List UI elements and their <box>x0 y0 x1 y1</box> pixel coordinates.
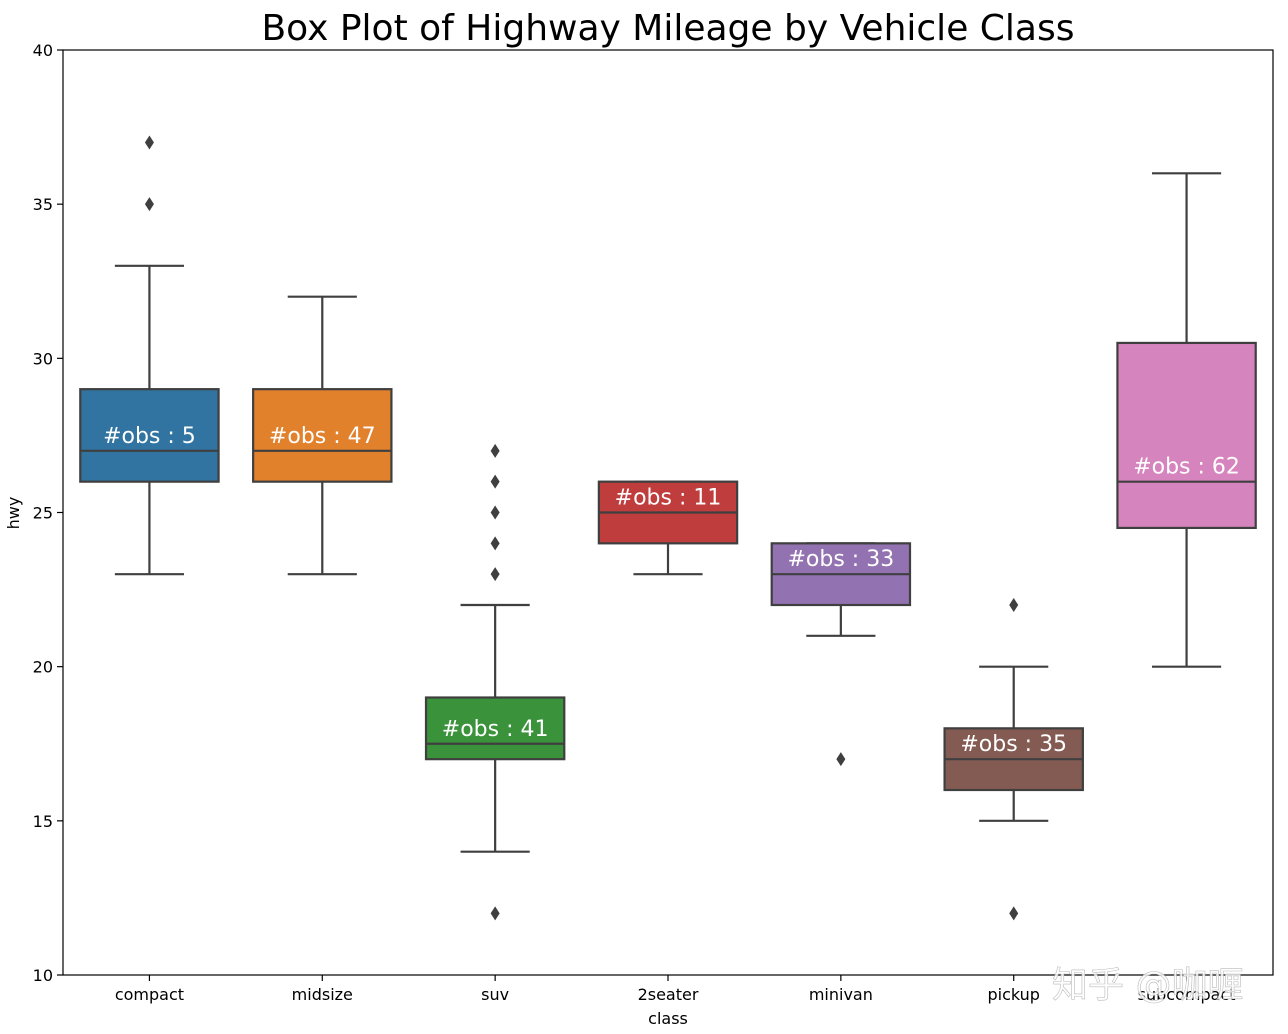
box-compact <box>79 388 220 483</box>
y-tick-label: 20 <box>33 658 53 677</box>
outlier-point <box>1009 598 1019 612</box>
y-axis-label: hwy <box>4 497 23 530</box>
x-tick-label-pickup: pickup <box>987 985 1039 1004</box>
obs-count-label: #obs : 11 <box>615 486 722 511</box>
plot-area: #obs : 5 #obs : 47 #obs : 41 #obs : 11 #obs … <box>79 135 1257 921</box>
outlier-point <box>490 443 500 458</box>
y-tick-label: 35 <box>33 195 53 214</box>
outlier-point <box>836 752 846 767</box>
x-axis-label: class <box>648 1009 688 1028</box>
watermark: 知乎 @咖喱 <box>1052 965 1243 1006</box>
box-group-pickup: #obs : 35 <box>943 598 1084 921</box>
x-tick-label-subcompact: subcompact <box>1138 985 1236 1004</box>
outlier-point <box>490 906 500 921</box>
obs-count-label: #obs : 41 <box>442 717 549 742</box>
outlier-point <box>490 536 500 551</box>
y-tick-label: 25 <box>33 504 53 523</box>
outlier-point <box>144 135 154 150</box>
y-tick-label: 40 <box>33 41 53 60</box>
outlier-point <box>1009 906 1019 921</box>
outlier-point <box>490 474 500 489</box>
outlier-point <box>490 505 500 520</box>
x-tick-label-midsize: midsize <box>292 985 353 1004</box>
chart-title: Box Plot of Highway Mileage by Vehicle C… <box>261 8 1074 49</box>
box-suv <box>424 696 566 761</box>
box-group-minivan: #obs : 33 <box>770 542 912 767</box>
box-group-compact: #obs : 5 <box>79 135 220 576</box>
outlier-point <box>490 567 500 582</box>
obs-count-label: #obs : 35 <box>960 732 1067 757</box>
x-tick-label-2seater: 2seater <box>638 985 699 1004</box>
box-group-midsize: #obs : 47 <box>252 295 393 576</box>
x-tick-label-suv: suv <box>481 985 509 1004</box>
obs-count-label: #obs : 47 <box>269 424 376 449</box>
obs-count-label: #obs : 5 <box>103 424 196 449</box>
y-tick-label: 30 <box>33 349 53 368</box>
box-midsize <box>252 388 393 483</box>
outlier-point <box>144 197 154 212</box>
x-tick-label-compact: compact <box>115 985 184 1004</box>
box-subcompact <box>1116 341 1257 530</box>
axes: 10 15 20 25 30 35 40 compact midsize suv 2seater mi… <box>33 41 1236 1004</box>
box-group-2seater: #obs : 11 <box>597 480 739 576</box>
x-tick-label-minivan: minivan <box>809 985 873 1004</box>
box-group-suv: #obs : 41 <box>424 443 566 921</box>
obs-count-label: #obs : 33 <box>787 547 894 572</box>
box-group-subcompact: #obs : 62 <box>1116 172 1257 668</box>
y-tick-label: 15 <box>33 812 53 831</box>
y-tick-label: 10 <box>33 966 53 985</box>
obs-count-label: #obs : 62 <box>1133 455 1240 480</box>
